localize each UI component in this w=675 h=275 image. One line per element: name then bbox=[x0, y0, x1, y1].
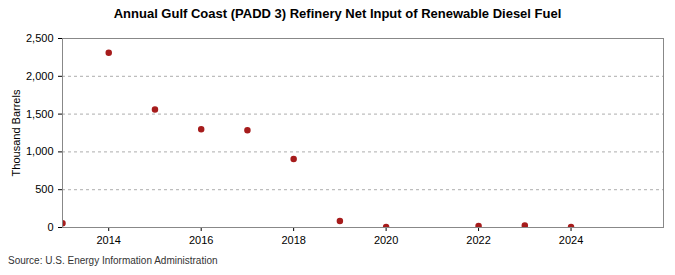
svg-text:Thousand Barrels: Thousand Barrels bbox=[10, 89, 22, 176]
svg-text:500: 500 bbox=[35, 183, 53, 195]
svg-text:2018: 2018 bbox=[281, 234, 305, 246]
svg-text:2014: 2014 bbox=[96, 234, 120, 246]
svg-text:1,500: 1,500 bbox=[26, 108, 54, 120]
svg-text:2,500: 2,500 bbox=[26, 32, 54, 44]
svg-text:1,000: 1,000 bbox=[26, 145, 54, 157]
svg-text:2020: 2020 bbox=[374, 234, 398, 246]
html-text:Source: U.S. Energy Informatio: Source: U.S. Energy Information Administ… bbox=[8, 255, 218, 266]
svg-text:2022: 2022 bbox=[466, 234, 490, 246]
svg-text:0: 0 bbox=[47, 221, 53, 233]
html-text:Annual Gulf Coast (PADD 3) Ref: Annual Gulf Coast (PADD 3) Refinery Net … bbox=[113, 6, 562, 21]
svg-text:2,000: 2,000 bbox=[26, 70, 54, 82]
svg-text:2016: 2016 bbox=[189, 234, 213, 246]
svg-text:2024: 2024 bbox=[559, 234, 583, 246]
